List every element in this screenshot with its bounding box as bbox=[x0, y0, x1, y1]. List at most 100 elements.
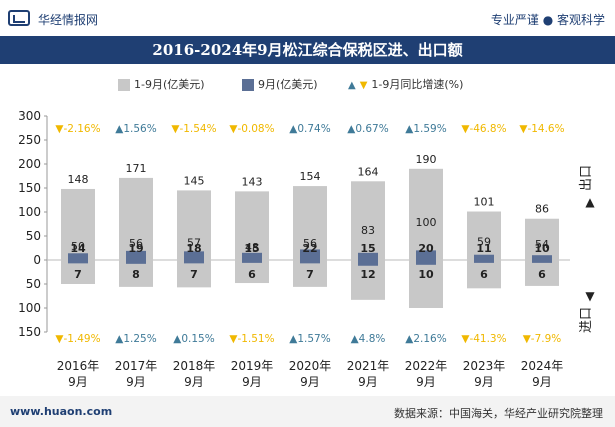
export-monthly-label: 20 bbox=[418, 242, 434, 255]
export-cumulative-bar bbox=[467, 211, 501, 260]
x-tick-label-year: 2017年 bbox=[115, 359, 158, 373]
import-growth-label: ▲0.15% bbox=[173, 333, 214, 345]
y-tick-label: 50 bbox=[26, 277, 41, 291]
import-monthly-bar bbox=[68, 260, 88, 264]
legend-label-monthly: 9月(亿美元) bbox=[258, 78, 318, 91]
import-axis-label: 进口 bbox=[579, 307, 594, 333]
import-cumulative-bar bbox=[61, 260, 95, 284]
legend-item-monthly: 9月(亿美元) bbox=[242, 76, 318, 92]
import-monthly-label: 7 bbox=[306, 268, 314, 281]
export-cumulative-bar bbox=[293, 186, 327, 260]
export-growth-label: ▲1.56% bbox=[115, 123, 156, 135]
export-monthly-bar bbox=[416, 250, 436, 260]
import-growth-label: ▲2.16% bbox=[405, 333, 446, 345]
export-growth-label: ▲1.59% bbox=[405, 123, 446, 135]
import-cumulative-bar bbox=[235, 260, 269, 284]
export-growth-label: ▼-14.6% bbox=[519, 123, 564, 135]
import-cumulative-label: 54 bbox=[535, 238, 549, 251]
export-growth-label: ▼-1.54% bbox=[171, 123, 216, 135]
legend-item-growth: ▲ ▼ 1-9月同比增速(%) bbox=[348, 76, 463, 92]
export-cumulative-bar bbox=[409, 168, 443, 260]
export-cumulative-label: 143 bbox=[242, 175, 263, 188]
import-growth-label: ▲1.57% bbox=[289, 333, 330, 345]
y-tick-label: 100 bbox=[18, 301, 41, 315]
y-tick-label: 250 bbox=[18, 133, 41, 147]
export-cumulative-label: 154 bbox=[300, 170, 321, 183]
import-cumulative-label: 56 bbox=[129, 237, 143, 250]
x-tick-label-month: 9月 bbox=[532, 375, 552, 389]
import-arrow-icon: ▼ bbox=[585, 289, 595, 303]
import-monthly-label: 12 bbox=[360, 268, 375, 281]
import-cumulative-bar bbox=[525, 260, 559, 286]
export-cumulative-label: 148 bbox=[68, 173, 89, 186]
export-monthly-bar bbox=[532, 255, 552, 260]
y-tick-label: 100 bbox=[18, 205, 41, 219]
x-tick-label-year: 2019年 bbox=[231, 359, 274, 373]
up-triangle-icon: ▲ bbox=[348, 79, 356, 91]
legend-label-cumulative: 1-9月(亿美元) bbox=[134, 78, 205, 91]
y-tick-label: 150 bbox=[18, 181, 41, 195]
import-cumulative-bar bbox=[119, 260, 153, 287]
import-cumulative-bar bbox=[293, 260, 327, 287]
import-monthly-label: 6 bbox=[248, 268, 256, 281]
import-monthly-label: 8 bbox=[132, 268, 140, 281]
import-monthly-bar bbox=[532, 260, 552, 263]
export-growth-label: ▲0.74% bbox=[289, 123, 330, 135]
import-cumulative-bar bbox=[177, 260, 211, 288]
export-growth-label: ▼-46.8% bbox=[461, 123, 506, 135]
x-tick-label-month: 9月 bbox=[242, 375, 262, 389]
x-tick-label-month: 9月 bbox=[68, 375, 88, 389]
y-tick-label: 50 bbox=[26, 229, 41, 243]
x-tick-label-month: 9月 bbox=[474, 375, 494, 389]
import-cumulative-label: 100 bbox=[416, 216, 437, 229]
import-growth-label: ▼-41.3% bbox=[461, 333, 506, 345]
import-growth-label: ▼-1.51% bbox=[229, 333, 274, 345]
import-cumulative-bar bbox=[351, 260, 385, 300]
export-monthly-label: 22 bbox=[302, 242, 317, 255]
x-tick-label-month: 9月 bbox=[184, 375, 204, 389]
import-cumulative-label: 57 bbox=[187, 237, 201, 250]
grid-layer: 300 250 200 150 100 50 0 50 100 150 bbox=[18, 109, 570, 339]
export-monthly-bar bbox=[126, 250, 146, 260]
import-monthly-bar bbox=[474, 260, 494, 263]
import-growth-label: ▲1.25% bbox=[115, 333, 156, 345]
export-monthly-label: 18 bbox=[186, 242, 201, 255]
x-tick-label-month: 9月 bbox=[416, 375, 436, 389]
top-bar: 华经情报网 专业严谨 ● 客观科学 bbox=[0, 0, 615, 36]
footer-source: 数据来源：中国海关，华经产业研究院整理 bbox=[394, 407, 603, 420]
y-tick-label: 0 bbox=[33, 253, 41, 267]
export-cumulative-label: 190 bbox=[416, 153, 437, 166]
export-arrow-icon: ▲ bbox=[585, 195, 595, 209]
import-cumulative-label: 48 bbox=[245, 241, 259, 254]
import-monthly-label: 6 bbox=[480, 268, 488, 281]
x-tick-label-year: 2021年 bbox=[347, 359, 390, 373]
y-tick-label: 300 bbox=[18, 109, 41, 123]
tagline: 专业严谨 ● 客观科学 bbox=[490, 13, 605, 27]
legend-item-cumulative: 1-9月(亿美元) bbox=[118, 76, 205, 92]
import-monthly-label: 6 bbox=[538, 268, 546, 281]
import-growth-label: ▲4.8% bbox=[351, 333, 386, 345]
export-monthly-label: 15 bbox=[360, 242, 375, 255]
x-tick-label-year: 2018年 bbox=[173, 359, 216, 373]
export-cumulative-bar bbox=[525, 218, 559, 260]
import-monthly-bar bbox=[416, 260, 436, 265]
down-triangle-icon: ▼ bbox=[359, 79, 368, 91]
logo-icon bbox=[8, 10, 30, 26]
import-cumulative-label: 83 bbox=[361, 224, 375, 237]
export-cumulative-bar bbox=[351, 181, 385, 260]
legend: 1-9月(亿美元) 9月(亿美元) ▲ ▼ 1-9月同比增速(%) bbox=[0, 70, 615, 94]
bars-layer bbox=[61, 168, 559, 308]
x-tick-label-month: 9月 bbox=[300, 375, 320, 389]
export-monthly-bar bbox=[358, 252, 378, 260]
y-tick-label: 150 bbox=[18, 325, 41, 339]
export-monthly-label: 14 bbox=[70, 242, 86, 255]
export-cumulative-bar bbox=[177, 190, 211, 260]
export-monthly-label: 11 bbox=[476, 242, 491, 255]
dark-bar-swatch-icon bbox=[242, 79, 254, 91]
brand-name: 华经情报网 bbox=[38, 13, 99, 27]
export-monthly-bar bbox=[242, 252, 262, 260]
footer-site-link[interactable]: www.huaon.com bbox=[10, 405, 113, 418]
import-monthly-bar bbox=[358, 260, 378, 266]
import-monthly-label: 7 bbox=[74, 268, 82, 281]
export-monthly-bar bbox=[474, 254, 494, 260]
